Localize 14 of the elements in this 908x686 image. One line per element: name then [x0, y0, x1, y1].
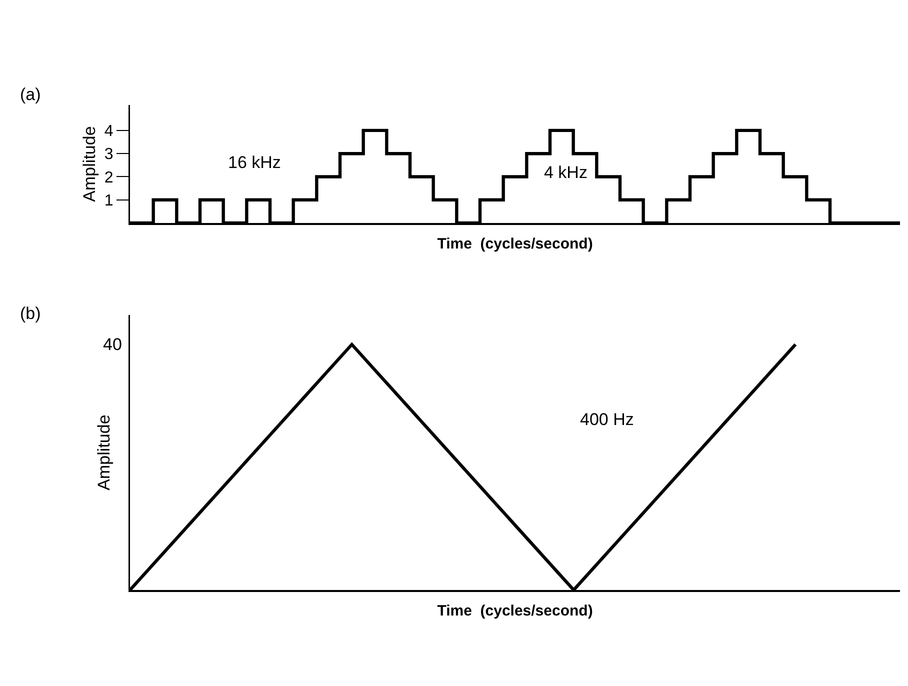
- y-axis-title: Amplitude: [94, 414, 114, 490]
- annotation: 4 kHz: [544, 163, 588, 182]
- y-axis-title: Amplitude: [80, 126, 100, 202]
- text: 40: [103, 335, 122, 354]
- y-tick-label: 3: [104, 146, 114, 164]
- y-tick-label: 1: [104, 192, 114, 210]
- annotation: 16 kHz: [228, 153, 281, 172]
- annotation: 400 Hz: [580, 410, 634, 429]
- x-axis-title: Time (cycles/second): [437, 236, 593, 252]
- y-tick-label: 2: [104, 169, 114, 186]
- chart-title: (b): [20, 304, 41, 323]
- chart-title: (a): [20, 84, 41, 104]
- y-tick-label: 4: [104, 123, 114, 140]
- x-axis-title: Time (cycles/second): [437, 602, 593, 620]
